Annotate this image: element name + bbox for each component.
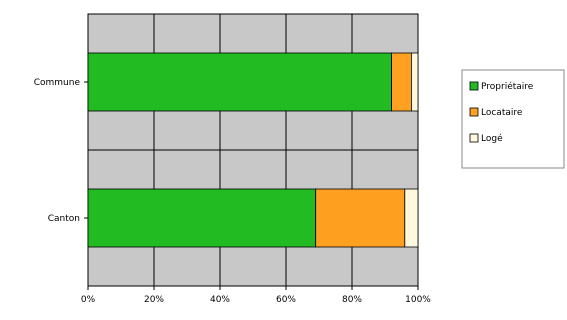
- x-tick-label: 100%: [405, 295, 431, 305]
- x-tick-label: 80%: [342, 295, 362, 305]
- legend: Propriétaire Locataire Logé: [461, 69, 565, 169]
- legend-swatch: [469, 133, 479, 143]
- bar-segment: [404, 188, 419, 248]
- category-label: Canton: [48, 214, 80, 224]
- x-tick-label: 60%: [276, 295, 296, 305]
- x-tick-label: 40%: [210, 295, 230, 305]
- legend-label: Propriétaire: [481, 81, 534, 92]
- bar-segment: [87, 188, 317, 248]
- x-tick-label: 20%: [144, 295, 164, 305]
- bar-segment: [410, 52, 419, 112]
- plot-area: Commune Canton 0% 20% 40% 60% 80% 100%: [34, 13, 431, 305]
- legend-label: Logé: [481, 133, 503, 144]
- x-tick-label: 0%: [81, 295, 96, 305]
- category-label: Commune: [34, 78, 81, 88]
- bar-segment: [315, 188, 406, 248]
- bar-segment: [87, 52, 393, 112]
- legend-swatch: [469, 81, 479, 91]
- legend-box: [461, 69, 565, 169]
- bar-segment: [391, 52, 412, 112]
- legend-label: Locataire: [481, 108, 523, 118]
- legend-swatch: [469, 107, 479, 117]
